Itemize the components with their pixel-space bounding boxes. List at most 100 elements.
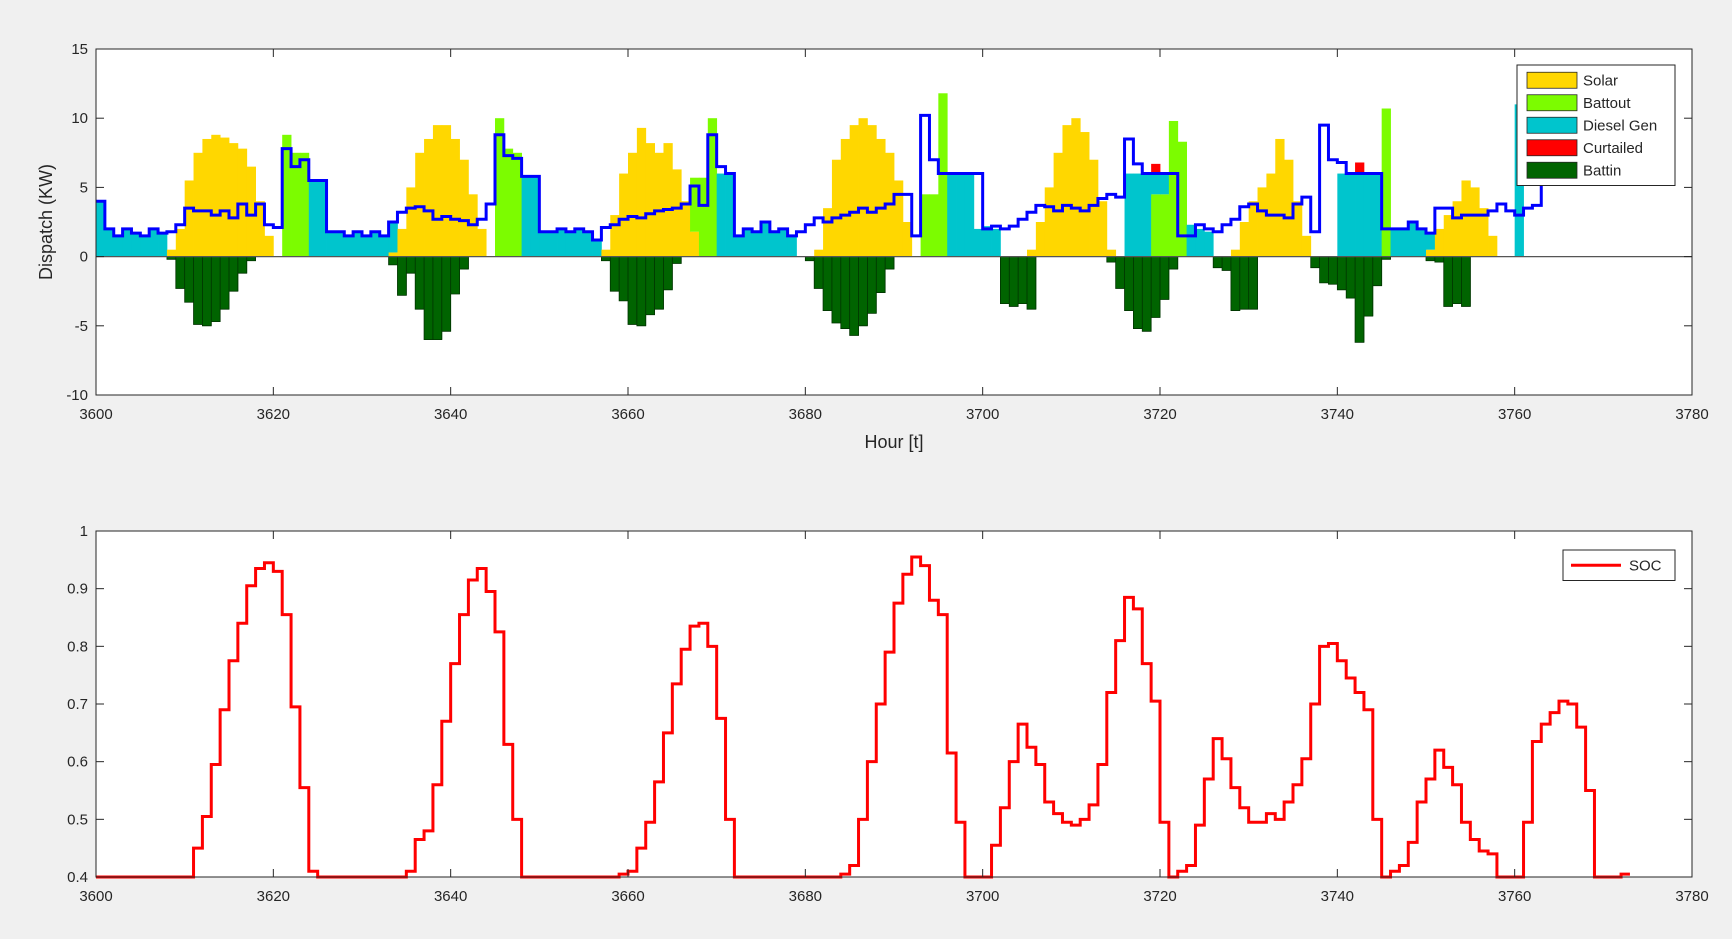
bar-solar <box>1230 249 1241 257</box>
bar-diesel-gen <box>140 235 150 257</box>
bar-battout <box>920 194 930 257</box>
bar-diesel-gen <box>557 228 567 257</box>
bar-battout <box>1168 120 1179 257</box>
bar-battout <box>929 194 939 257</box>
bar-battin <box>211 256 221 322</box>
bar-solar <box>220 137 230 257</box>
bar-solar <box>663 143 673 257</box>
dispatch-ylabel: Dispatch (KW) <box>36 164 56 280</box>
bar-battout <box>495 118 505 257</box>
bar-diesel-gen <box>769 231 780 257</box>
bar-solar <box>654 152 664 257</box>
bar-diesel-gen <box>104 228 115 257</box>
bar-solar <box>477 228 487 257</box>
bar-battin <box>193 256 203 325</box>
bar-diesel-gen <box>991 228 1001 257</box>
bar-solar <box>184 180 194 257</box>
bar-diesel-gen <box>1355 173 1365 257</box>
bar-solar <box>1301 235 1312 257</box>
soc-xtick-label: 3740 <box>1321 888 1354 905</box>
bar-solar <box>1461 180 1471 257</box>
bar-battin <box>1000 256 1010 304</box>
bar-solar <box>628 152 638 257</box>
bar-solar <box>636 127 647 257</box>
bar-diesel-gen <box>1186 224 1196 257</box>
bar-solar <box>459 159 469 257</box>
bar-diesel-gen <box>1142 173 1152 257</box>
legend-label-diesel-gen: Diesel Gen <box>1583 117 1657 134</box>
dispatch-xtick-label: 3640 <box>434 406 467 423</box>
bar-solar <box>902 222 913 257</box>
bar-battin <box>1443 256 1453 307</box>
bar-solar <box>424 138 434 257</box>
bar-battin <box>1230 256 1241 311</box>
bar-solar <box>894 180 904 257</box>
bar-solar <box>246 166 256 257</box>
bar-battin <box>441 256 452 332</box>
bar-diesel-gen <box>716 173 726 257</box>
legend-swatch-solar <box>1526 71 1578 89</box>
bar-solar <box>406 187 416 257</box>
bar-battin <box>1018 256 1028 304</box>
bar-solar <box>823 208 833 257</box>
bar-battin <box>166 256 177 260</box>
bar-battin <box>1133 256 1143 329</box>
bar-diesel-gen <box>725 173 735 257</box>
soc-legend: SOC <box>1562 549 1676 581</box>
bar-solar <box>175 228 186 257</box>
bar-solar <box>840 138 851 257</box>
bar-battin <box>1239 256 1250 310</box>
dispatch-ytick-label: 0 <box>80 249 88 266</box>
bar-solar <box>876 138 886 257</box>
soc-xtick-label: 3700 <box>966 888 999 905</box>
bar-battin <box>220 256 230 310</box>
bar-battin <box>1310 256 1320 268</box>
bar-solar <box>202 138 212 257</box>
dispatch-axes-frame <box>95 48 1693 396</box>
bar-battin <box>246 256 256 261</box>
bar-solar <box>1027 249 1037 257</box>
bar-diesel-gen <box>761 222 771 257</box>
bar-solar <box>619 173 629 257</box>
bar-battin <box>601 256 611 261</box>
soc-plot: 3600 3620 3640 3660 3680 3700 3720 3740 3760 3780… <box>67 523 1709 905</box>
bar-curtailed <box>1355 162 1365 174</box>
bar-battin <box>1142 256 1152 332</box>
bar-battin <box>1337 256 1347 290</box>
soc-xtick-label: 3760 <box>1498 888 1531 905</box>
soc-xtick-label: 3660 <box>611 888 644 905</box>
bar-diesel-gen <box>973 228 984 257</box>
bar-diesel-gen <box>353 231 363 257</box>
bar-diesel-gen <box>362 235 372 257</box>
bar-diesel-gen <box>1204 231 1214 257</box>
legend-swatch-battin <box>1526 161 1578 179</box>
bar-diesel-gen <box>149 228 159 257</box>
bar-solar <box>1434 228 1445 257</box>
bar-diesel-gen <box>947 173 957 257</box>
bar-diesel-gen <box>344 235 354 257</box>
bar-battin <box>636 256 647 326</box>
bar-solar <box>415 152 425 257</box>
bar-solar <box>867 125 877 257</box>
bar-solar <box>601 249 611 257</box>
bar-battin <box>450 256 460 294</box>
dispatch-xtick-label: 3760 <box>1498 406 1531 423</box>
soc-xtick-label: 3600 <box>79 888 112 905</box>
bar-diesel-gen <box>1124 173 1134 257</box>
bar-battin <box>610 256 620 292</box>
bar-solar <box>388 252 398 257</box>
bar-battout <box>291 152 301 257</box>
bar-battin <box>654 256 664 310</box>
bar-diesel-gen <box>1426 233 1436 250</box>
bar-solar <box>858 118 868 257</box>
bar-battin <box>628 256 638 325</box>
bar-diesel-gen <box>1346 173 1356 257</box>
soc-ytick-label: 0.8 <box>67 638 88 655</box>
bar-diesel-gen <box>964 173 975 257</box>
bar-battin <box>202 256 212 326</box>
bar-battin <box>867 256 877 314</box>
dispatch-xtick-label: 3660 <box>611 406 644 423</box>
bar-solar <box>450 138 460 257</box>
bar-battin <box>1452 256 1462 304</box>
bar-battin <box>1328 256 1338 285</box>
